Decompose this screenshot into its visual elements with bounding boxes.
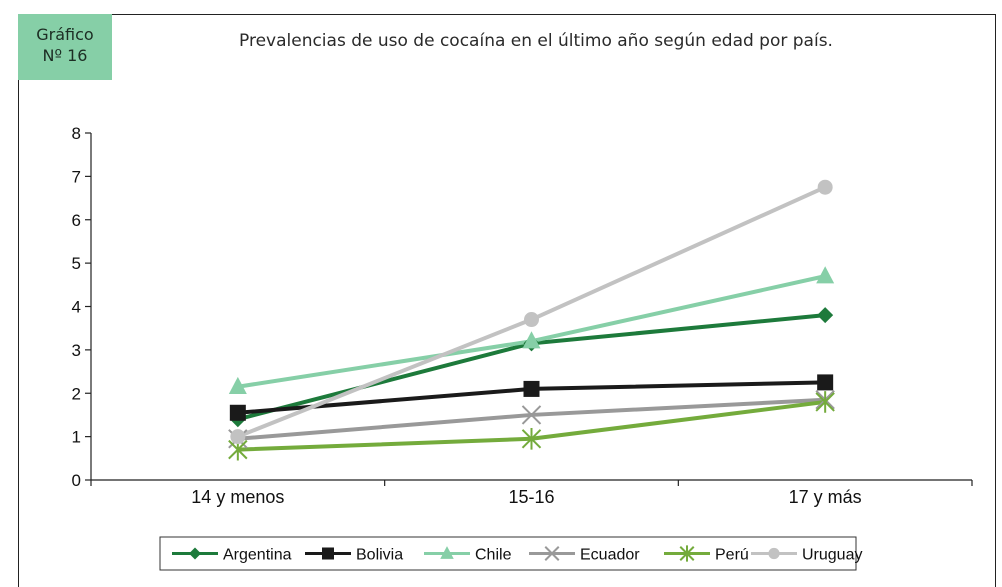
legend-label-chile: Chile (475, 547, 512, 564)
legend-marker-uruguay (768, 548, 779, 559)
data-point-bolivia (524, 381, 540, 397)
legend-label-argentina: Argentina (223, 547, 292, 564)
y-tick-label: 8 (72, 124, 81, 143)
data-point-uruguay (524, 312, 539, 327)
legend-label-peru: Perú (715, 547, 749, 564)
x-tick-label: 17 y más (789, 487, 862, 507)
y-tick-label: 3 (72, 341, 81, 360)
y-tick-label: 2 (72, 384, 81, 403)
y-tick-label: 6 (72, 211, 81, 230)
data-point-bolivia (817, 374, 833, 390)
data-point-argentina (817, 307, 833, 323)
data-point-bolivia (230, 405, 246, 421)
y-tick-label: 7 (72, 167, 81, 186)
x-tick-label: 14 y menos (191, 487, 284, 507)
y-tick-label: 5 (72, 254, 81, 273)
legend-marker-bolivia (322, 548, 334, 560)
x-tick-label: 15-16 (508, 487, 554, 507)
legend-label-uruguay: Uruguay (802, 547, 862, 564)
y-tick-label: 1 (72, 428, 81, 447)
series-line-uruguay (238, 187, 825, 436)
y-tick-label: 0 (72, 471, 81, 490)
data-point-uruguay (818, 180, 833, 195)
legend-label-ecuador: Ecuador (580, 547, 640, 564)
data-point-chile (816, 266, 834, 283)
data-point-uruguay (230, 429, 245, 444)
legend-label-bolivia: Bolivia (356, 547, 403, 564)
y-tick-label: 4 (72, 298, 81, 317)
